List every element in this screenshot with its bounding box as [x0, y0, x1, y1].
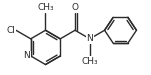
Text: CH₃: CH₃ [82, 57, 98, 66]
Text: N: N [24, 51, 30, 60]
Text: CH₃: CH₃ [37, 3, 54, 12]
Text: O: O [72, 3, 79, 12]
Text: N: N [86, 34, 93, 43]
Text: Cl: Cl [7, 26, 15, 35]
